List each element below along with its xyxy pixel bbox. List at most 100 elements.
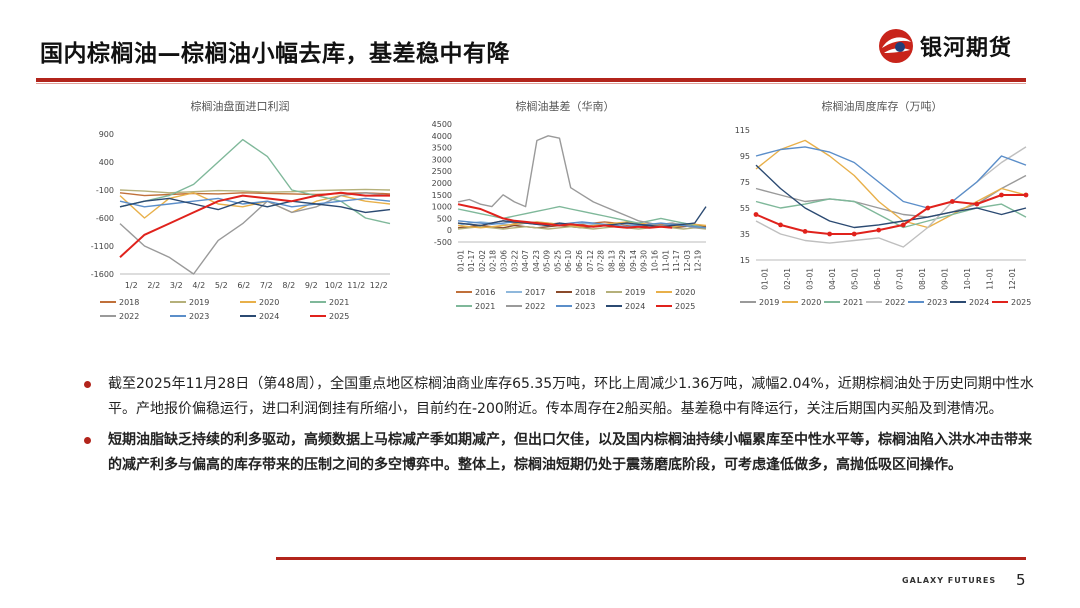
series-point xyxy=(851,231,857,237)
series-line xyxy=(119,197,391,214)
footer-brand: GALAXY FUTURES xyxy=(902,576,997,585)
series-line xyxy=(119,188,391,194)
series-point xyxy=(753,212,759,217)
x-tick-label: 12-03 xyxy=(683,250,692,272)
y-tick-label: 4000 xyxy=(432,132,452,141)
x-tick-label: 11-01 xyxy=(661,250,670,272)
import-profit-chart: 棕榈油盘面进口利润 900 400 -100 -600 -1100 -1600 1/2 2/2 3… xyxy=(80,96,400,340)
y-tick-label: 0 xyxy=(447,226,452,235)
bullet-dot-icon xyxy=(84,381,91,388)
x-tick-label: 11-01 xyxy=(985,268,994,290)
legend-label: 2024 xyxy=(625,302,645,311)
bullet-inventory: 截至2025年11月28日（第48周），全国重点地区棕榈油商业库存65.35万吨… xyxy=(84,372,1034,422)
series-point xyxy=(974,201,980,207)
y-tick-label: 2500 xyxy=(432,167,452,176)
series-line xyxy=(755,139,1027,229)
y-tick-label: 115 xyxy=(735,126,750,135)
chart-title: 棕榈油基差（华南） xyxy=(516,99,615,113)
footer-rule xyxy=(276,557,1026,560)
y-tick-label: 95 xyxy=(740,152,750,161)
series-line xyxy=(119,192,391,275)
series-line xyxy=(457,203,673,229)
legend-label: 2022 xyxy=(885,298,905,307)
x-tick-label: 09-30 xyxy=(640,250,649,272)
header-rule-thin xyxy=(36,83,1026,84)
x-tick-label: 05-09 xyxy=(543,250,552,272)
series-point xyxy=(1023,192,1029,198)
series-point xyxy=(949,199,955,204)
series-point xyxy=(900,222,906,228)
legend-label: 2022 xyxy=(119,312,139,321)
legend-label: 2019 xyxy=(759,298,779,307)
x-tick-label: 03-01 xyxy=(805,268,814,290)
x-tick-label: 05-25 xyxy=(553,250,562,272)
bullet-text: 截至2025年11月28日（第48周），全国重点地区棕榈油商业库存65.35万吨… xyxy=(108,376,1034,417)
y-tick-label: 75 xyxy=(740,178,750,187)
legend-label: 2019 xyxy=(625,288,645,297)
y-tick-label: 1500 xyxy=(432,191,452,200)
inventory-chart-svg: 棕榈油周度库存（万吨） 115 95 75 55 35 15 01-01 02-01 03-01 0… xyxy=(735,99,1032,307)
series-line xyxy=(119,138,391,225)
x-tick-label: 12-19 xyxy=(694,250,703,272)
y-tick-label: -100 xyxy=(96,186,114,195)
x-tick-label: 05-01 xyxy=(850,268,859,290)
bullet-dot-icon xyxy=(84,437,91,444)
x-tick-label: 7/2 xyxy=(260,281,273,290)
y-tick-label: 3500 xyxy=(432,144,452,153)
y-tick-label: 500 xyxy=(437,214,452,223)
legend-label: 2020 xyxy=(259,298,279,307)
legend-label: 2018 xyxy=(119,298,139,307)
y-tick-label: 55 xyxy=(740,204,750,213)
bullet-outlook: 短期油脂缺乏持续的利多驱动，高频数据上马棕减产季如期减产，但出口欠佳，以及国内棕… xyxy=(84,428,1034,478)
x-tick-label: 09-14 xyxy=(629,250,638,272)
series-point xyxy=(876,227,882,233)
y-tick-label: 4500 xyxy=(432,120,452,129)
x-tick-label: 07-28 xyxy=(597,250,606,272)
y-tick-label: -500 xyxy=(434,238,452,247)
y-tick-label: -1100 xyxy=(91,242,114,251)
inventory-chart: 棕榈油周度库存（万吨） 115 95 75 55 35 15 01-01 02-01 03-01 0… xyxy=(732,96,1044,340)
series-line xyxy=(119,191,390,258)
x-tick-label: 12-01 xyxy=(1008,268,1017,290)
x-tick-label: 5/2 xyxy=(215,281,228,290)
logo-text: 银河期货 xyxy=(920,36,1013,61)
series-point xyxy=(827,231,833,237)
legend-label: 2023 xyxy=(575,302,595,311)
x-tick-label: 08-01 xyxy=(918,268,927,290)
y-tick-label: 900 xyxy=(99,130,114,139)
x-tick-label: 08-29 xyxy=(618,250,627,272)
import-profit-chart-svg: 棕榈油盘面进口利润 900 400 -100 -600 -1100 -1600 1/2 2/2 3… xyxy=(91,99,391,321)
x-tick-label: 03-22 xyxy=(510,250,519,272)
legend-label: 2023 xyxy=(189,312,209,321)
galaxy-logo-icon xyxy=(879,29,913,63)
legend-label: 2021 xyxy=(843,298,863,307)
x-tick-label: 8/2 xyxy=(282,281,295,290)
x-tick-label: 02-18 xyxy=(489,250,498,272)
x-tick-label: 10-01 xyxy=(963,268,972,290)
x-tick-label: 1/2 xyxy=(125,281,138,290)
legend-label: 2023 xyxy=(927,298,947,307)
chart-title: 棕榈油周度库存（万吨） xyxy=(822,99,943,113)
series-line xyxy=(755,194,1026,235)
x-tick-label: 9/2 xyxy=(305,281,318,290)
x-tick-label: 10-16 xyxy=(650,250,659,272)
y-tick-label: 2000 xyxy=(432,179,452,188)
x-tick-label: 01-17 xyxy=(467,250,476,272)
legend-label: 2022 xyxy=(525,302,545,311)
x-tick-label: 07-01 xyxy=(895,268,904,290)
legend-label: 2025 xyxy=(329,312,349,321)
x-tick-label: 06-10 xyxy=(564,250,573,272)
x-tick-label: 04-01 xyxy=(828,268,837,290)
y-tick-label: 15 xyxy=(740,256,750,265)
legend-label: 2018 xyxy=(575,288,595,297)
x-tick-label: 09-01 xyxy=(940,268,949,290)
x-tick-label: 2/2 xyxy=(147,281,160,290)
x-tick-label: 07-12 xyxy=(586,250,595,272)
x-tick-label: 06-26 xyxy=(575,250,584,272)
series-line xyxy=(755,164,1027,229)
bullet-text: 短期油脂缺乏持续的利多驱动，高频数据上马棕减产季如期减产，但出口欠佳，以及国内棕… xyxy=(108,432,1032,473)
legend-label: 2025 xyxy=(1011,298,1031,307)
y-tick-label: 400 xyxy=(99,158,114,167)
legend-label: 2025 xyxy=(675,302,695,311)
legend-label: 2020 xyxy=(801,298,821,307)
